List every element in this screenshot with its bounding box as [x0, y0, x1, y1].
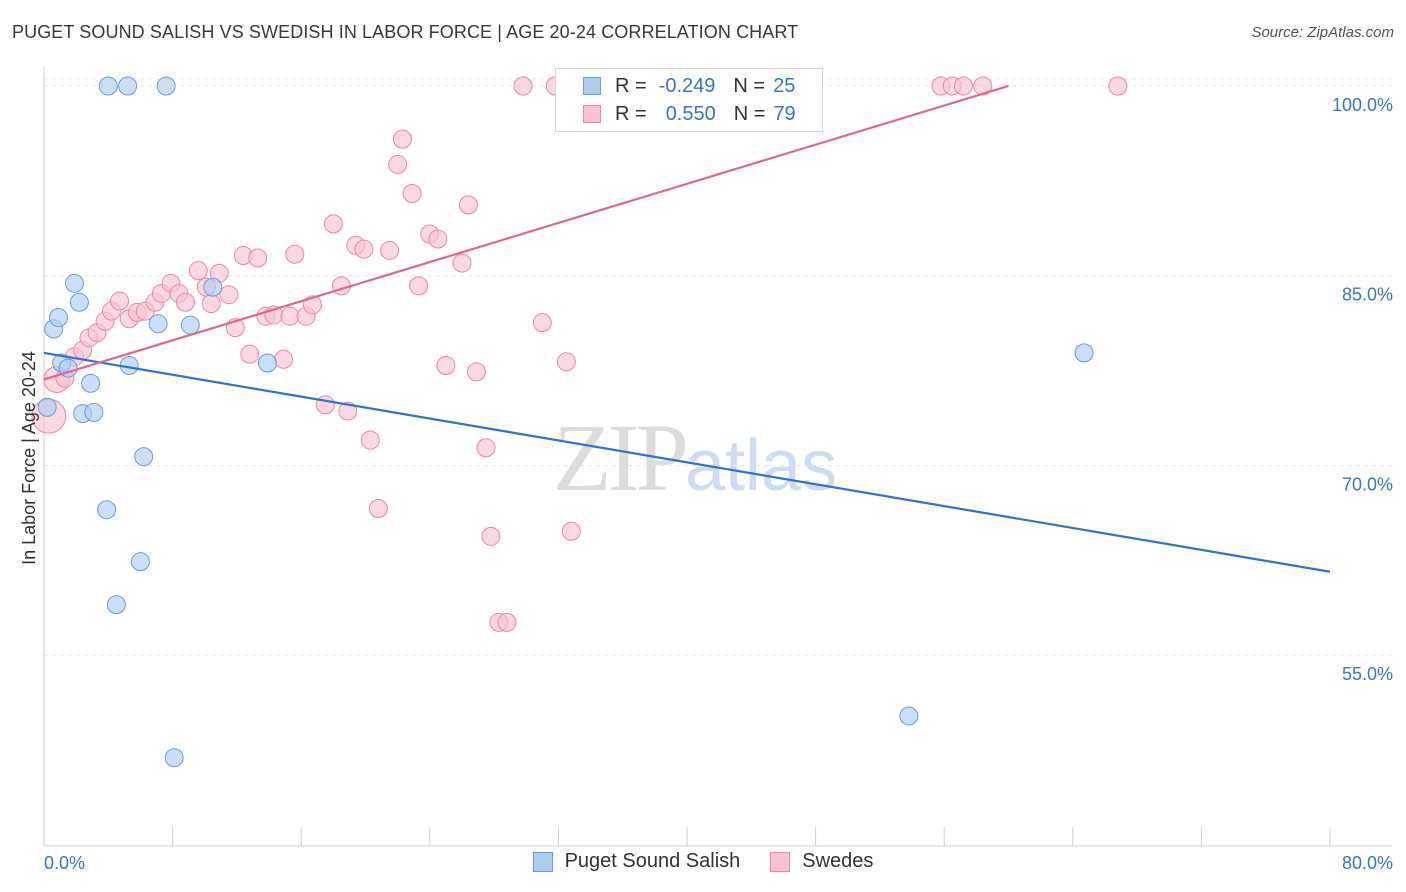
point-swedes	[452, 253, 472, 273]
point-salish	[1074, 343, 1094, 363]
point-swedes	[561, 521, 581, 541]
point-swedes	[392, 129, 412, 149]
point-salish	[65, 273, 85, 293]
point-swedes	[285, 244, 305, 264]
point-swedes	[388, 154, 408, 174]
legend-label-salish: Puget Sound Salish	[564, 850, 741, 872]
point-swedes	[973, 76, 993, 96]
watermark: ZIPatlas	[553, 402, 837, 513]
point-swedes	[280, 306, 300, 326]
point-swedes	[513, 76, 533, 96]
point-swedes	[380, 240, 400, 260]
point-swedes	[175, 292, 195, 312]
point-swedes	[556, 352, 576, 372]
point-swedes	[315, 395, 335, 415]
r-value: 0.550	[665, 102, 716, 125]
point-swedes	[201, 294, 221, 314]
n-value: 25	[773, 74, 796, 97]
axis-layer	[43, 67, 1392, 847]
legend-swatch-salish	[532, 851, 553, 872]
n-label: N =	[733, 74, 766, 97]
y-tick-label: 70.0%	[1342, 474, 1393, 494]
y-axis-label: In Labor Force | Age 20-24	[19, 351, 39, 565]
watermark-zip: ZIP	[553, 404, 689, 511]
point-salish	[164, 748, 184, 768]
series-legend: Puget Sound Salish Swedes	[0, 850, 1406, 873]
salish-swatch	[583, 77, 601, 95]
legend-swatch-swedes	[770, 851, 791, 872]
point-salish	[118, 76, 138, 96]
point-swedes	[354, 239, 374, 259]
r-label: R =	[615, 102, 647, 125]
point-salish	[37, 397, 57, 417]
point-swedes	[338, 401, 358, 421]
point-swedes	[409, 276, 429, 296]
point-salish	[81, 373, 101, 393]
r-value: -0.249	[658, 74, 716, 97]
point-swedes	[368, 498, 388, 518]
n-label: N =	[733, 102, 766, 125]
trendline-salish	[43, 351, 1331, 573]
point-salish	[180, 315, 200, 335]
point-swedes	[497, 612, 517, 632]
point-salish	[98, 76, 118, 96]
point-salish	[84, 402, 104, 422]
point-salish	[69, 292, 89, 312]
swedes-swatch	[583, 105, 601, 123]
stats-row-salish: R = -0.249 N = 25	[556, 72, 795, 100]
y-tick-label: 85.0%	[1342, 285, 1393, 305]
stats-legend: R = -0.249 N = 25 R = 0.550 N = 79	[555, 68, 823, 132]
r-label: R =	[615, 74, 647, 97]
point-salish	[134, 447, 154, 467]
point-swedes	[110, 291, 130, 311]
grid-layer	[44, 78, 1392, 656]
point-salish	[257, 353, 277, 373]
point-swedes	[532, 313, 552, 333]
label-layer: 100.0% 85.0% 70.0% 55.0% 0.0% 80.0% In Labor F…	[19, 95, 1393, 873]
n-value: 79	[773, 102, 796, 125]
point-swedes	[476, 438, 496, 458]
point-salish	[130, 552, 150, 572]
point-layer	[31, 76, 1128, 768]
legend-item-salish[interactable]: Puget Sound Salish	[532, 850, 741, 873]
point-salish	[106, 595, 126, 615]
point-swedes	[458, 195, 478, 215]
point-salish	[156, 76, 176, 96]
legend-label-swedes: Swedes	[802, 850, 874, 872]
y-tick-label: 55.0%	[1342, 664, 1393, 684]
point-swedes	[240, 344, 260, 364]
point-swedes	[302, 295, 322, 315]
point-swedes	[331, 276, 351, 296]
point-swedes	[248, 248, 268, 268]
stats-row-swedes: R = 0.550 N = 79	[556, 100, 796, 128]
point-salish	[48, 307, 68, 327]
point-swedes	[1108, 76, 1128, 96]
x-tick-label: 0.0%	[44, 853, 85, 873]
legend-item-swedes[interactable]: Swedes	[770, 850, 873, 873]
point-swedes	[428, 229, 448, 249]
point-swedes	[402, 184, 422, 204]
point-salish	[899, 706, 919, 726]
point-swedes	[481, 526, 501, 546]
point-swedes	[436, 356, 456, 376]
point-swedes	[323, 214, 343, 234]
chart-title: PUGET SOUND SALISH VS SWEDISH IN LABOR F…	[12, 22, 799, 42]
point-salish	[203, 277, 223, 297]
point-swedes	[219, 285, 239, 305]
point-salish	[148, 314, 168, 334]
point-swedes	[466, 362, 486, 382]
point-swedes	[274, 349, 294, 369]
point-swedes	[360, 430, 380, 450]
point-swedes	[188, 261, 208, 281]
y-tick-label: 100.0%	[1332, 95, 1393, 115]
x-tick-label: 80.0%	[1342, 853, 1393, 873]
trend-layer	[43, 84, 1331, 573]
source-credit: Source: ZipAtlas.com	[1251, 24, 1394, 41]
point-salish	[97, 500, 117, 520]
trendline-swedes	[43, 84, 1009, 381]
point-swedes	[953, 76, 973, 96]
